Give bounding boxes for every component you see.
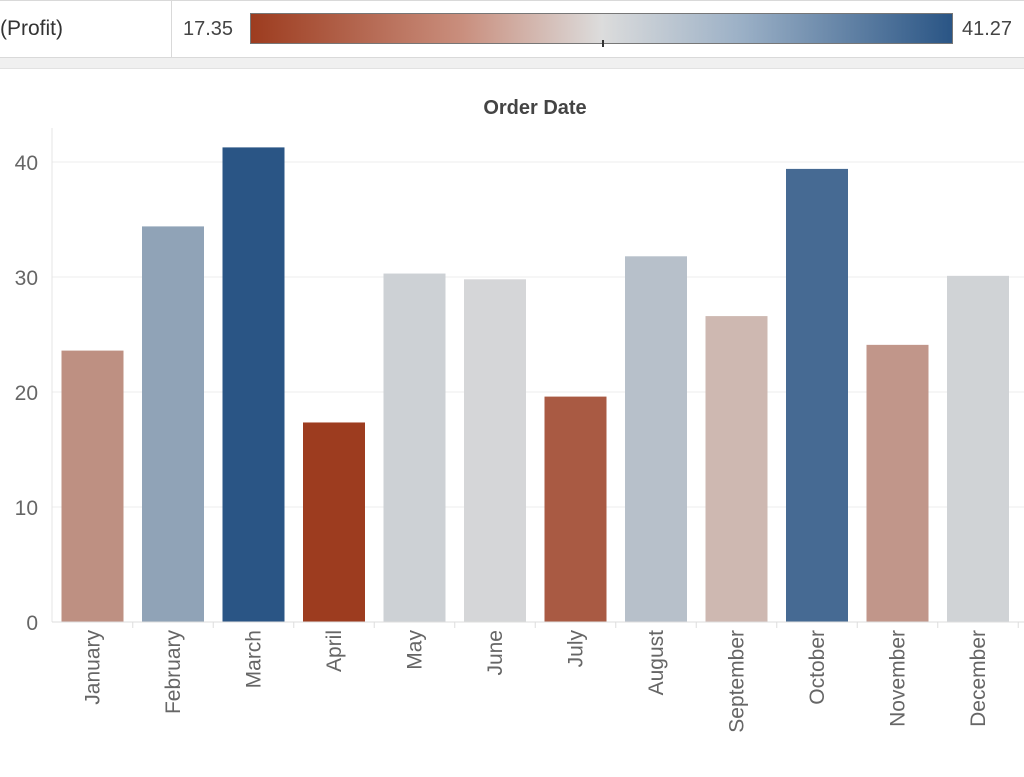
y-axis: 0 10 20 30 40 — [15, 128, 53, 635]
bar-october[interactable] — [786, 168, 848, 622]
bar-april[interactable] — [303, 422, 365, 622]
bar-august[interactable] — [625, 256, 687, 622]
y-tick-label-40: 40 — [15, 152, 38, 175]
x-category-label-june: June — [484, 630, 507, 676]
bar-november[interactable] — [866, 344, 929, 622]
bars — [61, 147, 1009, 622]
legend-max-value: 41.27 — [962, 18, 1013, 40]
chart-title: Order Date — [483, 97, 586, 119]
bar-january[interactable] — [61, 350, 124, 622]
x-category-label-february: February — [162, 630, 185, 715]
legend-min-value: 17.35 — [183, 18, 234, 40]
x-category-label-march: March — [243, 630, 266, 688]
bar-march[interactable] — [222, 147, 285, 622]
x-category-label-september: September — [726, 630, 749, 733]
x-category-label-november: November — [887, 630, 910, 727]
y-tick-label-10: 10 — [15, 497, 38, 520]
legend-midpoint-tick — [602, 40, 604, 47]
legend-color-ramp[interactable] — [250, 13, 953, 44]
y-tick-label-30: 30 — [15, 267, 38, 290]
x-category-label-october: October — [806, 630, 829, 705]
bar-july[interactable] — [544, 396, 607, 622]
x-category-label-may: May — [404, 630, 427, 670]
legend-measure-label: (Profit) — [0, 1, 172, 57]
bar-september[interactable] — [705, 316, 768, 622]
x-category-label-december: December — [967, 630, 990, 727]
y-tick-label-20: 20 — [15, 382, 38, 405]
y-tick-label-0: 0 — [26, 612, 38, 635]
color-legend: (Profit) 17.35 41.27 — [0, 0, 1024, 59]
x-category-label-april: April — [323, 630, 346, 672]
bar-may[interactable] — [383, 273, 446, 622]
bar-february[interactable] — [142, 226, 204, 622]
x-category-label-july: July — [565, 630, 588, 668]
bar-december[interactable] — [947, 275, 1009, 622]
divider-band — [0, 58, 1024, 69]
x-axis: January February March April May June July Augu… — [52, 621, 1024, 733]
x-category-label-january: January — [82, 630, 105, 705]
x-category-label-august: August — [645, 630, 668, 696]
bar-june[interactable] — [464, 279, 526, 622]
gridlines — [52, 161, 1024, 508]
